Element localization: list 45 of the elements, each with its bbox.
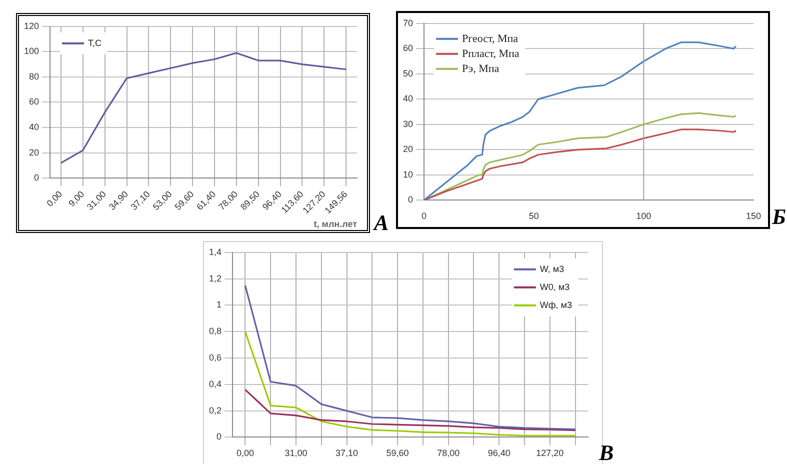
y-tick-label: 80 <box>29 71 40 82</box>
legend-label: T,C <box>88 38 102 48</box>
y-tick-label: 30 <box>402 118 414 129</box>
y-tick-label: 0,4 <box>208 378 222 389</box>
x-tick-label: 37,10 <box>336 448 358 458</box>
x-tick-label: 150 <box>746 211 762 222</box>
x-tick-label: 127,20 <box>536 448 564 458</box>
legend-label: Ргеост, Мпа <box>462 32 518 45</box>
legend-label: Рэ, Мпа <box>462 62 500 75</box>
x-tick-label: 0,00 <box>44 189 64 208</box>
y-tick-label: 20 <box>29 147 40 158</box>
y-tick-label: 0,8 <box>208 326 222 336</box>
y-tick-label: 100 <box>24 46 40 56</box>
y-tick-label: 0,2 <box>208 405 222 416</box>
y-tick-label: 1,4 <box>208 246 222 257</box>
y-tick-label: 1 <box>216 300 222 310</box>
y-tick-label: 60 <box>29 96 40 107</box>
y-tick-label: 0 <box>34 172 40 183</box>
y-tick-label: 40 <box>29 122 40 132</box>
text: В <box>599 440 614 464</box>
x-axis-title: t, млн.лет <box>314 219 358 230</box>
y-tick-label: 20 <box>402 144 414 154</box>
x-tick-label: 100 <box>636 211 652 222</box>
y-tick-label: 10 <box>402 169 414 180</box>
y-tick-label: 0,6 <box>208 352 222 362</box>
legend-label: Wф, м3 <box>540 300 572 310</box>
x-tick-label: 96,40 <box>488 448 510 458</box>
legend-label: W, м3 <box>540 264 564 274</box>
y-tick-label: 60 <box>402 43 414 54</box>
x-tick-label: 0 <box>422 211 427 222</box>
y-tick-label: 120 <box>24 20 40 31</box>
y-tick-label: 1,2 <box>208 273 222 284</box>
y-tick-label: 0 <box>216 432 222 442</box>
y-tick-label: 50 <box>402 68 414 78</box>
x-tick-label: 50 <box>528 211 539 222</box>
legend-label: Рпласт, Мпа <box>462 48 520 60</box>
y-tick-label: 40 <box>402 94 414 104</box>
x-tick-label: 31,00 <box>284 448 308 458</box>
legend-label: W0, м3 <box>540 282 570 292</box>
text: A <box>374 210 389 235</box>
x-tick-label: 59,60 <box>386 448 409 458</box>
y-tick-label: 70 <box>402 18 414 28</box>
text: Б <box>772 204 786 229</box>
x-tick-label: 0,00 <box>236 448 254 458</box>
x-tick-label: 78,00 <box>437 448 460 458</box>
